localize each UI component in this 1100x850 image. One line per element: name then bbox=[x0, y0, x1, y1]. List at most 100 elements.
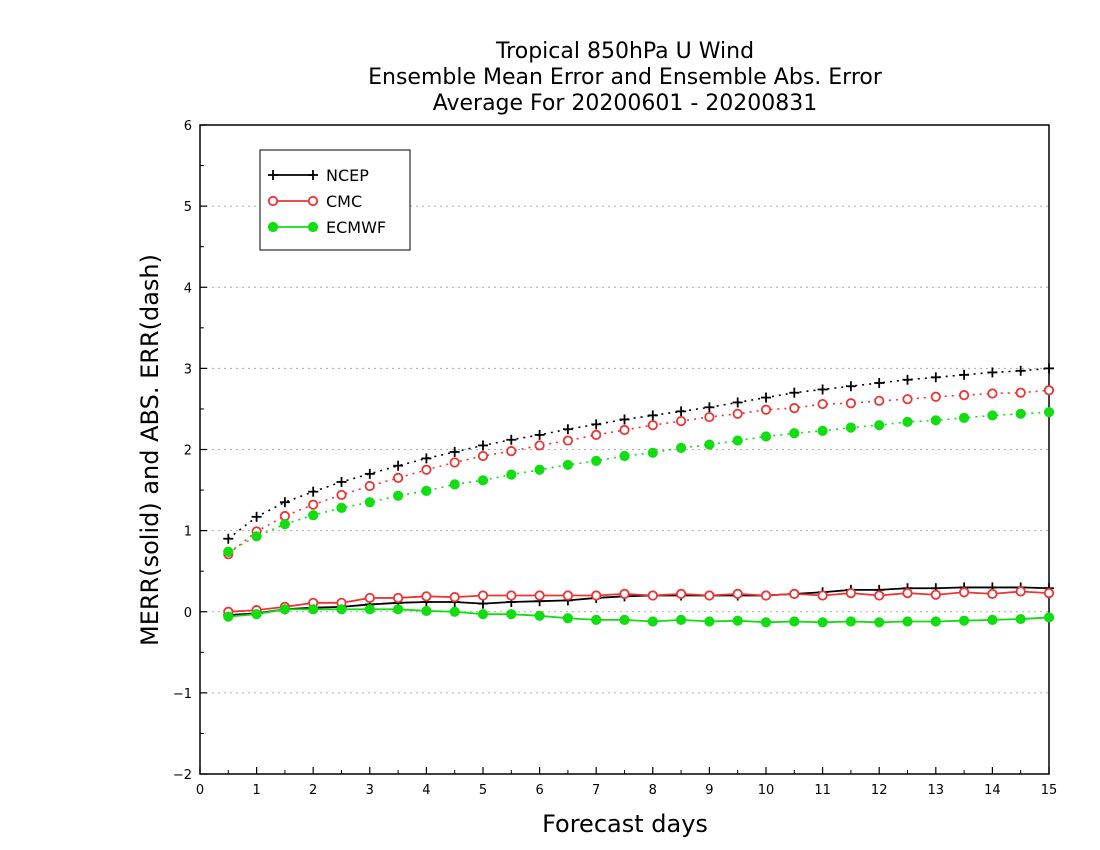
cmc-merr-point bbox=[647, 590, 658, 601]
legend-marker bbox=[267, 221, 279, 233]
ncep-abs-err-point bbox=[676, 406, 687, 417]
ncep-abs-err-point bbox=[364, 468, 375, 479]
y-tick-label: 5 bbox=[184, 200, 192, 215]
cmc-merr-point bbox=[534, 590, 545, 601]
ecmwf-merr-point bbox=[845, 616, 857, 627]
cmc-abs-err-point bbox=[506, 446, 517, 457]
ecmwf-merr-point bbox=[704, 616, 715, 627]
legend-entry-cmc: CMC bbox=[267, 192, 362, 211]
ecmwf-merr-point bbox=[223, 611, 234, 622]
cmc-abs-err-point bbox=[336, 489, 347, 501]
cmc-abs-err-point bbox=[647, 420, 658, 431]
y-tick-label: 2 bbox=[184, 444, 192, 459]
cmc-merr-point bbox=[732, 588, 743, 600]
x-tick-label: 12 bbox=[871, 783, 888, 798]
ncep-abs-err-point bbox=[506, 434, 517, 445]
ecmwf-merr-point bbox=[676, 614, 687, 625]
cmc-merr-point bbox=[477, 590, 489, 601]
ecmwf-abs-err-point bbox=[364, 497, 375, 508]
x-tick-label: 15 bbox=[1041, 783, 1058, 798]
ecmwf-abs-err-point bbox=[251, 531, 262, 542]
ecmwf-merr-point bbox=[534, 610, 545, 621]
legend-box bbox=[259, 149, 411, 251]
cmc-abs-err-point bbox=[789, 403, 800, 414]
cmc-abs-err-point bbox=[308, 499, 319, 510]
ecmwf-abs-err-point bbox=[308, 510, 319, 521]
ecmwf-abs-err-point bbox=[506, 469, 517, 480]
cmc-abs-err-point bbox=[675, 416, 687, 427]
cmc-merr-point bbox=[874, 590, 885, 601]
x-tick-label: 7 bbox=[592, 783, 600, 798]
x-tick-label: 8 bbox=[649, 783, 657, 798]
cmc-merr-point bbox=[958, 587, 970, 598]
ecmwf-merr-point bbox=[1015, 613, 1026, 625]
title-line-2: Ensemble Mean Error and Ensemble Abs. Er… bbox=[368, 65, 883, 90]
x-tick-label: 1 bbox=[252, 783, 260, 798]
cmc-merr-point bbox=[364, 592, 375, 604]
cmc-merr-point bbox=[449, 592, 460, 603]
cmc-merr-point bbox=[987, 588, 998, 600]
cmc-abs-err-point bbox=[421, 464, 432, 475]
x-tick-label: 0 bbox=[196, 783, 204, 798]
ecmwf-merr-point bbox=[562, 613, 574, 624]
x-tick-label: 5 bbox=[479, 783, 487, 798]
ecmwf-merr-point bbox=[279, 604, 290, 615]
cmc-merr-point bbox=[562, 590, 574, 601]
ncep-abs-err-point bbox=[732, 397, 743, 408]
y-tick-label: −1 bbox=[173, 687, 192, 702]
ecmwf-abs-err-point bbox=[591, 455, 602, 466]
ecmwf-abs-err-point bbox=[647, 447, 658, 458]
ecmwf-merr-point bbox=[1043, 612, 1055, 623]
legend-marker bbox=[307, 221, 319, 233]
ncep-abs-err-point bbox=[421, 453, 432, 464]
ecmwf-abs-err-point bbox=[676, 442, 687, 453]
ecmwf-merr-point bbox=[930, 616, 941, 627]
cmc-abs-err-point bbox=[392, 472, 404, 483]
ncep-abs-err-point bbox=[562, 424, 573, 435]
ncep-abs-err-point bbox=[393, 460, 404, 471]
cmc-abs-err-line bbox=[227, 389, 1050, 555]
ecmwf-abs-err-point bbox=[817, 425, 828, 436]
ecmwf-merr-point bbox=[506, 609, 517, 620]
cmc-abs-err-point bbox=[591, 429, 602, 440]
y-tick-label: 6 bbox=[184, 119, 192, 134]
cmc-abs-err-point bbox=[845, 398, 857, 409]
ncep-abs-err-point bbox=[845, 381, 856, 392]
ncep-abs-err-point bbox=[1044, 363, 1054, 374]
ecmwf-merr-point bbox=[647, 616, 658, 627]
ecmwf-abs-err-point bbox=[930, 415, 941, 426]
cmc-merr-point bbox=[817, 590, 828, 601]
ecmwf-merr-point bbox=[760, 617, 772, 628]
x-tick-label: 2 bbox=[309, 783, 317, 798]
x-tick-label: 10 bbox=[758, 783, 775, 798]
cmc-abs-err-point bbox=[732, 408, 743, 419]
x-tick-label: 11 bbox=[814, 783, 831, 798]
ecmwf-merr-point bbox=[902, 616, 913, 627]
cmc-merr-point bbox=[392, 592, 404, 604]
x-tick-label: 6 bbox=[535, 783, 543, 798]
ncep-abs-err-point bbox=[959, 369, 970, 380]
ncep-abs-err-point bbox=[987, 367, 998, 378]
cmc-merr-point bbox=[421, 591, 432, 602]
ncep-abs-err-point bbox=[449, 446, 460, 457]
ecmwf-abs-err-point bbox=[534, 464, 545, 475]
series-cmc bbox=[223, 385, 1055, 617]
ecmwf-abs-err-point bbox=[902, 416, 913, 428]
ncep-abs-err-point bbox=[761, 392, 771, 403]
ecmwf-abs-err-point bbox=[421, 485, 432, 496]
cmc-abs-err-point bbox=[987, 388, 998, 399]
ncep-abs-err-point bbox=[251, 511, 262, 522]
ecmwf-merr-point bbox=[477, 609, 489, 620]
legend-marker bbox=[267, 195, 279, 207]
legend: NCEP CMC ECMWF bbox=[259, 149, 411, 251]
ncep-abs-err-point bbox=[478, 440, 488, 451]
cmc-abs-err-point bbox=[958, 390, 970, 401]
y-axis-ticks: −2 −1 0 1 2 3 4 5 6 bbox=[173, 119, 207, 783]
ecmwf-merr-point bbox=[591, 614, 602, 625]
series-ecmwf bbox=[223, 407, 1055, 628]
series-ncep bbox=[223, 363, 1054, 620]
y-tick-label: 4 bbox=[184, 281, 192, 296]
ecmwf-merr-point bbox=[308, 604, 319, 615]
ncep-abs-err-point bbox=[647, 410, 658, 421]
cmc-merr-point bbox=[619, 588, 630, 600]
